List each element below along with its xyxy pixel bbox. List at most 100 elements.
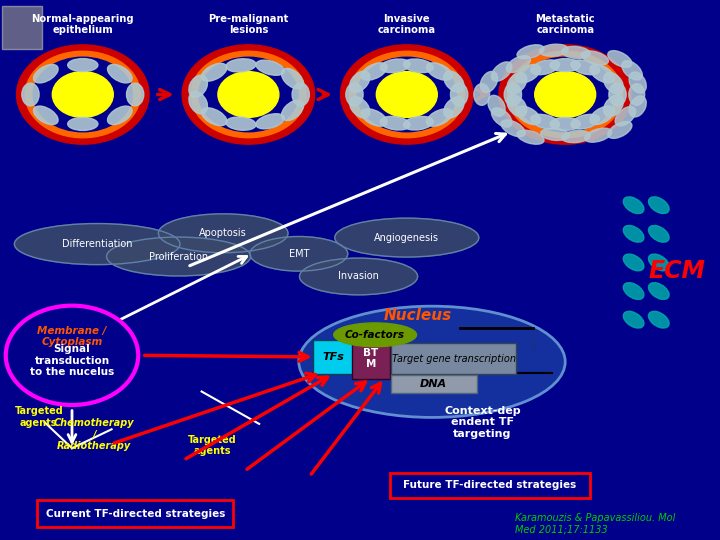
Circle shape: [182, 45, 315, 144]
Ellipse shape: [624, 226, 644, 242]
Circle shape: [191, 51, 306, 138]
Ellipse shape: [517, 45, 544, 59]
Circle shape: [199, 57, 298, 132]
FancyBboxPatch shape: [391, 375, 477, 393]
Ellipse shape: [404, 59, 433, 72]
Ellipse shape: [531, 114, 559, 129]
Ellipse shape: [349, 97, 370, 118]
Text: Future TF-directed strategies: Future TF-directed strategies: [403, 481, 576, 490]
FancyBboxPatch shape: [37, 500, 233, 527]
Ellipse shape: [506, 56, 531, 72]
Text: EMT: EMT: [289, 249, 309, 259]
Text: Targeted
agents: Targeted agents: [14, 406, 63, 428]
Ellipse shape: [444, 97, 464, 118]
Ellipse shape: [68, 118, 98, 131]
Ellipse shape: [501, 120, 525, 137]
Ellipse shape: [492, 108, 512, 127]
Text: Proliferation: Proliferation: [149, 252, 208, 261]
Circle shape: [53, 72, 113, 117]
Circle shape: [349, 51, 464, 138]
Ellipse shape: [300, 258, 418, 295]
Circle shape: [516, 57, 615, 132]
Ellipse shape: [590, 64, 614, 83]
FancyBboxPatch shape: [390, 473, 590, 498]
Ellipse shape: [334, 323, 416, 347]
Ellipse shape: [202, 63, 227, 81]
Ellipse shape: [624, 312, 644, 328]
Ellipse shape: [649, 197, 669, 213]
Circle shape: [357, 57, 456, 132]
Text: Apoptosis: Apoptosis: [199, 228, 247, 238]
Ellipse shape: [603, 95, 624, 117]
Ellipse shape: [649, 226, 669, 242]
Ellipse shape: [571, 60, 600, 75]
Circle shape: [33, 57, 132, 132]
Ellipse shape: [571, 114, 600, 129]
Ellipse shape: [504, 83, 521, 106]
Ellipse shape: [492, 62, 512, 81]
Circle shape: [499, 45, 631, 144]
Text: Co-factors: Co-factors: [345, 330, 405, 340]
Ellipse shape: [609, 83, 626, 106]
Circle shape: [377, 72, 437, 117]
Circle shape: [218, 72, 279, 117]
Ellipse shape: [380, 59, 410, 72]
Ellipse shape: [202, 108, 227, 126]
Ellipse shape: [189, 75, 207, 97]
Ellipse shape: [649, 254, 669, 271]
Text: Normal-appearing
epithelium: Normal-appearing epithelium: [32, 14, 134, 35]
Ellipse shape: [299, 306, 565, 417]
Text: Context-dep
endent TF
targeting: Context-dep endent TF targeting: [444, 406, 521, 439]
Ellipse shape: [531, 60, 559, 75]
Text: Invasion: Invasion: [338, 272, 379, 281]
Text: TFs: TFs: [323, 352, 344, 362]
Text: Karamouzis & Papavassiliou. Mol
Med 2011;17:1133: Karamouzis & Papavassiliou. Mol Med 2011…: [515, 513, 675, 535]
Ellipse shape: [444, 71, 464, 92]
Ellipse shape: [622, 60, 642, 80]
Ellipse shape: [34, 64, 58, 83]
Ellipse shape: [550, 58, 580, 71]
Ellipse shape: [127, 83, 144, 106]
Ellipse shape: [507, 95, 527, 117]
Text: Nucleus: Nucleus: [384, 308, 451, 323]
Ellipse shape: [517, 130, 544, 144]
Ellipse shape: [451, 83, 468, 106]
Ellipse shape: [14, 224, 180, 265]
Ellipse shape: [624, 197, 644, 213]
Ellipse shape: [474, 84, 490, 105]
Ellipse shape: [292, 83, 310, 106]
Text: Differentiation: Differentiation: [62, 239, 132, 249]
Text: ECM: ECM: [648, 259, 706, 283]
Ellipse shape: [541, 129, 570, 140]
Ellipse shape: [34, 106, 58, 125]
Ellipse shape: [361, 63, 387, 80]
Ellipse shape: [256, 60, 284, 75]
Ellipse shape: [590, 106, 614, 125]
Ellipse shape: [250, 237, 348, 271]
Ellipse shape: [189, 92, 207, 114]
Ellipse shape: [68, 58, 98, 71]
Ellipse shape: [282, 69, 303, 89]
Ellipse shape: [507, 72, 527, 94]
Ellipse shape: [608, 51, 632, 68]
Ellipse shape: [426, 109, 452, 126]
Ellipse shape: [426, 63, 452, 80]
Ellipse shape: [649, 312, 669, 328]
Ellipse shape: [107, 237, 251, 276]
Ellipse shape: [107, 106, 132, 125]
FancyBboxPatch shape: [313, 340, 354, 374]
Ellipse shape: [603, 72, 624, 94]
Text: Target gene transcription: Target gene transcription: [392, 354, 516, 363]
Circle shape: [17, 45, 149, 144]
Text: Metastatic
carcinoma: Metastatic carcinoma: [536, 14, 595, 35]
Ellipse shape: [107, 64, 132, 83]
Ellipse shape: [380, 117, 410, 130]
Ellipse shape: [624, 283, 644, 299]
Text: BT
M: BT M: [363, 348, 379, 369]
Circle shape: [25, 51, 140, 138]
Ellipse shape: [404, 117, 433, 130]
Text: Invasive
carcinoma: Invasive carcinoma: [378, 14, 436, 35]
FancyBboxPatch shape: [352, 338, 390, 379]
Text: Chemotherapy
/
Radiotherapy: Chemotherapy / Radiotherapy: [54, 418, 135, 451]
Circle shape: [535, 72, 595, 117]
